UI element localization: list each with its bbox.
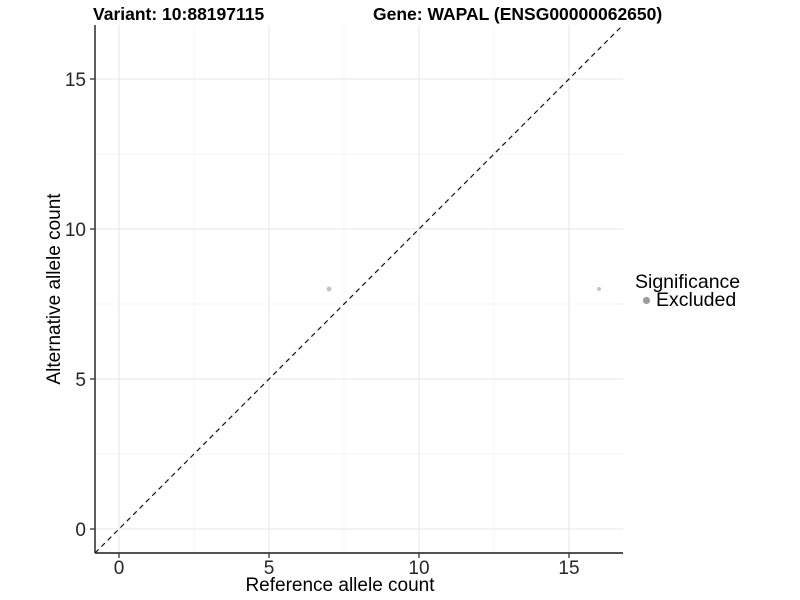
plot-title-variant: Variant: 10:88197115 <box>93 4 265 24</box>
plot-title-gene: Gene: WAPAL (ENSG00000062650) <box>373 4 662 24</box>
legend-label-excluded: Excluded <box>656 289 736 311</box>
data-point <box>597 287 601 291</box>
x-tick-label: 10 <box>408 558 429 579</box>
y-tick-label: 0 <box>75 520 86 541</box>
legend-key-excluded-dot <box>642 296 651 305</box>
legend: Significance Excluded <box>635 271 740 311</box>
gridlines-minor <box>95 25 623 553</box>
identity-dashed-line <box>94 24 624 554</box>
y-axis-ticks: 0 5 10 15 <box>65 70 95 541</box>
data-points-layer <box>326 286 601 292</box>
gridlines-major <box>95 25 623 553</box>
y-tick-label: 10 <box>65 220 86 241</box>
x-tick-label: 0 <box>114 558 125 579</box>
y-tick-label: 15 <box>65 70 86 91</box>
x-tick-label: 15 <box>558 558 579 579</box>
y-axis-title: Alternative allele count <box>44 193 65 385</box>
x-tick-label: 5 <box>264 558 275 579</box>
legend-title: Significance <box>635 271 740 293</box>
data-point <box>326 286 332 292</box>
x-axis-title: Reference allele count <box>245 575 435 596</box>
x-axis-ticks: 0 5 10 15 <box>114 553 580 579</box>
y-tick-label: 5 <box>75 370 86 391</box>
